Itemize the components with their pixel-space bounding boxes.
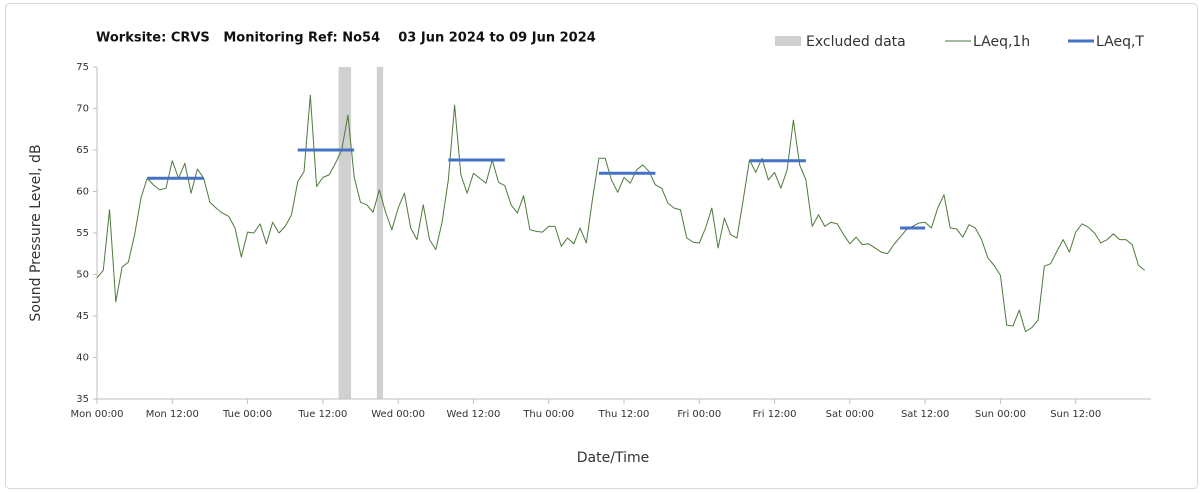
x-tick-label: Mon 00:00 bbox=[70, 409, 123, 420]
series-line bbox=[96, 94, 1146, 333]
y-tick-label: 65 bbox=[76, 145, 89, 156]
y-tick-label: 45 bbox=[76, 311, 89, 322]
x-tick-label: Sat 00:00 bbox=[826, 409, 874, 420]
y-tick-label: 55 bbox=[76, 228, 89, 239]
x-tick-label: Wed 00:00 bbox=[371, 409, 425, 420]
y-tick-label: 50 bbox=[76, 270, 89, 281]
y-tick-label: 40 bbox=[76, 353, 89, 364]
chart-title: Worksite: CRVS Monitoring Ref: No54 03 J… bbox=[96, 31, 596, 46]
legend-swatch bbox=[775, 36, 801, 46]
y-tick-label: 70 bbox=[76, 104, 89, 115]
x-tick-label: Tue 12:00 bbox=[297, 409, 347, 420]
x-tick-label: Thu 12:00 bbox=[598, 409, 650, 420]
legend-label: LAeq,T bbox=[1096, 34, 1144, 50]
series-line bbox=[147, 148, 926, 230]
excluded-band bbox=[338, 67, 352, 399]
x-axis-label: Date/Time bbox=[577, 450, 649, 466]
x-tick-label: Thu 00:00 bbox=[522, 409, 574, 420]
x-tick-label: Fri 12:00 bbox=[753, 409, 797, 420]
y-tick-label: 60 bbox=[76, 187, 89, 198]
x-tick-label: Sun 12:00 bbox=[1050, 409, 1101, 420]
frame bbox=[5, 3, 1198, 489]
y-tick-label: 35 bbox=[76, 394, 89, 405]
y-tick-label: 75 bbox=[76, 62, 89, 73]
x-tick-label: Sun 00:00 bbox=[975, 409, 1026, 420]
x-tick-label: Wed 12:00 bbox=[447, 409, 501, 420]
x-tick-label: Mon 12:00 bbox=[146, 409, 199, 420]
legend-label: LAeq,1h bbox=[973, 34, 1030, 50]
x-tick-label: Tue 00:00 bbox=[222, 409, 272, 420]
excluded-band bbox=[376, 67, 384, 399]
x-tick-label: Sat 12:00 bbox=[901, 409, 949, 420]
y-axis-label: Sound Pressure Level, dB bbox=[28, 144, 44, 321]
x-tick-label: Fri 00:00 bbox=[677, 409, 721, 420]
legend-label: Excluded data bbox=[806, 34, 906, 50]
